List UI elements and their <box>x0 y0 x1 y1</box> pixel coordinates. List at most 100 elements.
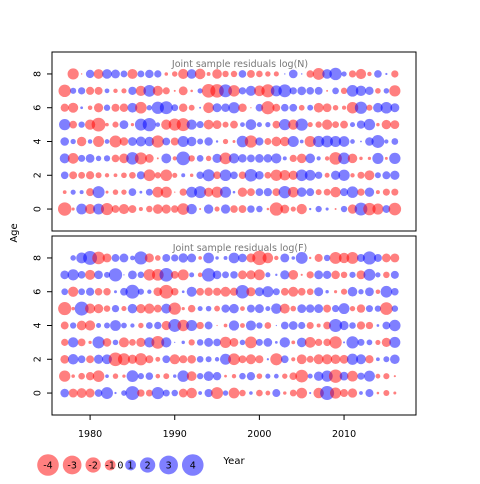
residual-bubble <box>186 69 197 79</box>
residual-bubble <box>264 171 272 179</box>
residual-bubble <box>85 269 96 280</box>
residual-bubble <box>288 286 299 297</box>
x-axis-label: Year <box>222 456 245 467</box>
residual-bubble <box>220 286 231 297</box>
residual-bubble <box>364 187 375 197</box>
residual-bubble <box>246 304 255 313</box>
residual-bubble <box>338 252 350 264</box>
residual-bubble <box>113 88 118 94</box>
residual-bubble <box>135 101 147 114</box>
residual-bubble <box>265 122 271 128</box>
residual-bubble <box>384 156 388 160</box>
residual-bubble <box>384 139 389 144</box>
residual-bubble <box>130 255 135 261</box>
residual-bubble <box>100 203 114 216</box>
residual-bubble <box>161 337 172 348</box>
residual-bubble <box>264 138 272 145</box>
residual-bubble <box>219 186 232 198</box>
residual-bubble <box>279 303 290 314</box>
residual-bubble <box>255 188 264 197</box>
residual-bubble <box>246 287 256 297</box>
residual-bubble <box>288 170 298 180</box>
residual-bubble <box>289 372 298 380</box>
residual-bubble <box>186 387 197 399</box>
residual-bubble <box>279 118 291 131</box>
residual-bubble <box>186 119 197 130</box>
residual-bubble <box>114 290 117 294</box>
residual-bubble <box>228 387 240 399</box>
residual-bubble <box>287 186 299 198</box>
residual-bubble <box>92 251 105 265</box>
residual-bubble <box>363 202 376 216</box>
residual-bubble <box>261 84 275 98</box>
residual-bubble <box>245 320 256 331</box>
residual-bubble <box>365 86 374 96</box>
residual-bubble <box>94 287 103 296</box>
residual-bubble <box>322 103 332 113</box>
residual-bubble <box>144 337 155 348</box>
legend-bubble <box>159 455 178 475</box>
residual-bubble <box>85 320 96 331</box>
residual-bubble <box>357 372 365 380</box>
residual-bubble <box>313 135 325 148</box>
residual-bubble <box>127 102 138 113</box>
residual-bubble <box>137 271 145 279</box>
legend-bubble <box>62 455 82 475</box>
residual-bubble <box>219 169 232 182</box>
residual-bubble <box>111 254 120 262</box>
residual-bubble <box>136 337 146 348</box>
residual-bubble <box>134 353 147 366</box>
residual-bubble <box>87 105 93 110</box>
residual-bubble <box>186 186 198 198</box>
residual-bubble <box>204 337 214 347</box>
residual-bubble <box>272 120 281 129</box>
residual-bubble <box>304 135 316 148</box>
residual-bubble <box>265 272 271 278</box>
residual-bubble <box>371 135 385 148</box>
residual-bubble <box>105 374 109 378</box>
residual-bubble <box>393 391 397 395</box>
residual-bubble <box>178 103 188 112</box>
residual-bubble <box>152 85 163 96</box>
residual-bubble <box>147 289 152 294</box>
residual-bubble <box>240 323 245 328</box>
residual-bubble <box>341 71 347 77</box>
panel-log-f: Joint sample residuals log(F) 0 2 4 6 8 <box>33 235 417 416</box>
y-tick-label: 2 <box>33 172 44 178</box>
x-axis: 1980 1990 2000 2010 <box>78 414 356 440</box>
residual-bubble <box>240 306 245 311</box>
residual-bubble <box>297 304 307 314</box>
residual-bubble <box>380 101 393 114</box>
residual-bubble <box>154 70 162 78</box>
residual-bubble <box>329 336 342 349</box>
residual-bubble <box>391 287 399 296</box>
residual-bubble <box>272 288 280 296</box>
residual-bubble <box>358 289 364 295</box>
residual-bubble <box>346 186 359 198</box>
residual-bubble <box>228 320 240 331</box>
legend-label: -1 <box>105 461 114 472</box>
residual-bubble <box>322 119 333 130</box>
residual-bubble <box>145 69 154 79</box>
residual-bubble <box>105 190 109 194</box>
residual-bubble <box>230 171 238 180</box>
residual-bubble <box>113 173 118 178</box>
residual-bubble <box>376 391 380 395</box>
y-tick-label: 8 <box>33 255 44 261</box>
residual-bubble <box>329 152 342 165</box>
residual-bubble <box>188 339 195 346</box>
residual-bubble <box>256 389 263 397</box>
residual-bubble <box>245 336 257 349</box>
residual-bubble <box>176 118 190 132</box>
residual-bubble <box>170 205 179 213</box>
residual-bubble <box>332 87 339 95</box>
residual-bubble <box>198 391 203 395</box>
y-tick-label: 0 <box>33 390 44 396</box>
residual-bubble <box>390 170 400 180</box>
residual-bubble <box>322 354 333 365</box>
residual-bubble <box>253 269 265 281</box>
residual-bubble <box>372 203 384 215</box>
residual-bubble <box>340 87 348 95</box>
residual-bubble <box>156 157 159 160</box>
